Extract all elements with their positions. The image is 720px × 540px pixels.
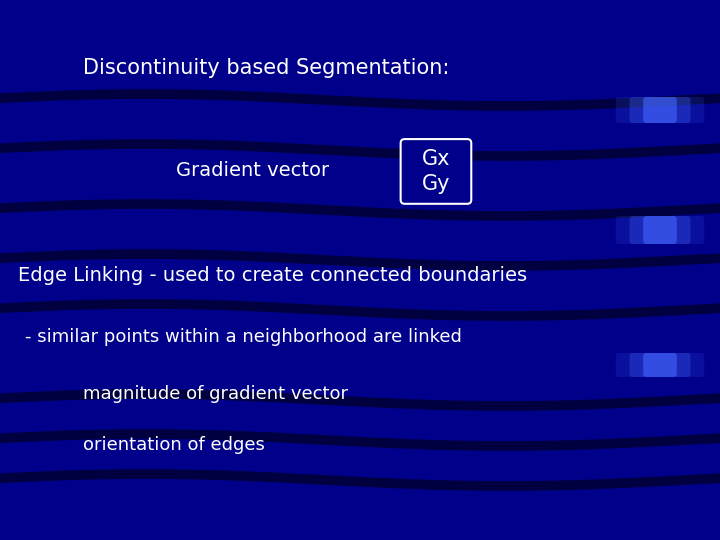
FancyBboxPatch shape: [629, 216, 690, 244]
FancyBboxPatch shape: [643, 97, 677, 123]
Text: Gradient vector: Gradient vector: [176, 160, 330, 180]
FancyBboxPatch shape: [616, 216, 704, 244]
FancyBboxPatch shape: [616, 353, 704, 377]
FancyBboxPatch shape: [616, 97, 704, 123]
Text: Gx: Gx: [422, 149, 450, 169]
Text: orientation of edges: orientation of edges: [83, 436, 265, 455]
FancyBboxPatch shape: [629, 353, 690, 377]
Text: Discontinuity based Segmentation:: Discontinuity based Segmentation:: [83, 57, 449, 78]
Text: Gy: Gy: [422, 174, 450, 194]
FancyBboxPatch shape: [400, 139, 472, 204]
FancyBboxPatch shape: [643, 353, 677, 377]
Text: - similar points within a neighborhood are linked: - similar points within a neighborhood a…: [25, 328, 462, 347]
FancyBboxPatch shape: [629, 97, 690, 123]
FancyBboxPatch shape: [643, 216, 677, 244]
Text: Edge Linking - used to create connected boundaries: Edge Linking - used to create connected …: [18, 266, 527, 285]
Text: magnitude of gradient vector: magnitude of gradient vector: [83, 385, 348, 403]
